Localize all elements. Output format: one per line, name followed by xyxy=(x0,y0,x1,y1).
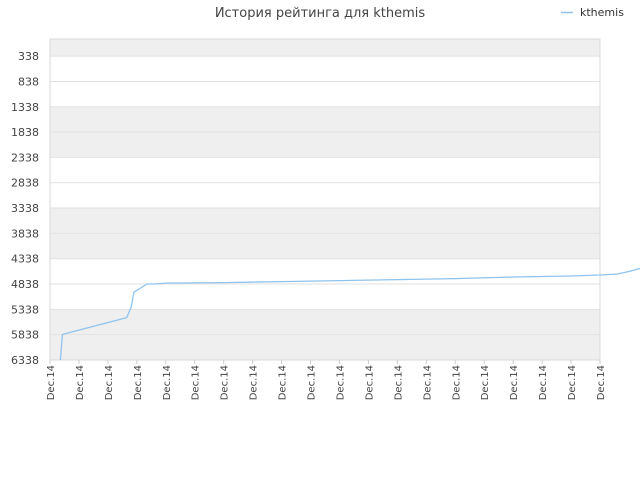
x-axis-ticks: Dec.14 Dec.14 Dec.14 Dec.14 Dec.14 Dec.14 Dec.… xyxy=(46,360,607,400)
x-tick-label: Dec.14 xyxy=(278,365,289,400)
y-tick-label: 1338 xyxy=(11,101,39,114)
x-tick-label: Dec.14 xyxy=(567,365,578,400)
x-tick-label: Dec.14 xyxy=(307,365,318,400)
plot-band xyxy=(50,208,600,234)
plot-bands xyxy=(50,39,600,360)
legend-label-kthemis: kthemis xyxy=(580,6,624,19)
plot-band xyxy=(50,56,600,82)
y-tick-label: 2838 xyxy=(11,177,39,190)
plot-band xyxy=(50,258,600,285)
x-tick-label: Dec.14 xyxy=(133,365,144,400)
y-tick-label: 338 xyxy=(18,50,39,63)
y-tick-label: 5838 xyxy=(11,329,39,342)
x-tick-label: Dec.14 xyxy=(509,365,520,400)
y-tick-label: 2338 xyxy=(11,151,39,164)
chart-title: История рейтинга для kthemis xyxy=(215,6,426,21)
y-tick-label: 3338 xyxy=(11,202,39,215)
plot-band xyxy=(50,157,600,183)
x-tick-label: Dec.14 xyxy=(538,365,549,400)
y-axis-ticks: 338 838 1338 1838 2338 2838 3338 3838 4338 4838 53… xyxy=(11,50,39,367)
legend[interactable]: kthemis xyxy=(561,6,624,19)
x-tick-label: Dec.14 xyxy=(75,365,86,400)
x-tick-label: Dec.14 xyxy=(191,365,202,400)
plot-frame xyxy=(49,38,601,361)
x-tick-label: Dec.14 xyxy=(364,365,375,400)
x-tick-label: Dec.14 xyxy=(393,365,404,400)
y-tick-label: 838 xyxy=(18,75,39,88)
y-tick-label: 6338 xyxy=(11,354,39,367)
x-tick-label: Dec.14 xyxy=(162,365,173,400)
plot-band xyxy=(50,81,600,107)
plot-band xyxy=(50,106,600,133)
y-tick-label: 4838 xyxy=(11,278,39,291)
x-tick-label: Dec.14 xyxy=(335,365,346,400)
x-tick-label: Dec.14 xyxy=(480,365,491,400)
x-tick-label: Dec.14 xyxy=(596,365,607,400)
x-tick-label: Dec.14 xyxy=(220,365,231,400)
plot-band xyxy=(50,284,600,310)
plot-band xyxy=(50,233,600,259)
x-tick-label: Dec.14 xyxy=(249,365,260,400)
x-tick-label: Dec.14 xyxy=(422,365,433,400)
series-line-kthemis xyxy=(59,267,640,361)
y-tick-label: 1838 xyxy=(11,126,39,139)
x-tick-label: Dec.14 xyxy=(104,365,115,400)
y-tick-label: 5338 xyxy=(11,303,39,316)
series-group xyxy=(59,267,640,361)
plot-band xyxy=(50,309,600,335)
plot-band xyxy=(50,39,600,57)
y-tick-label: 4338 xyxy=(11,253,39,266)
plot-band xyxy=(50,132,600,158)
y-tick-label: 3838 xyxy=(11,227,39,240)
plot-band xyxy=(50,182,600,209)
plot-band xyxy=(50,334,600,360)
x-tick-label: Dec.14 xyxy=(46,365,57,400)
x-tick-label: Dec.14 xyxy=(451,365,462,400)
